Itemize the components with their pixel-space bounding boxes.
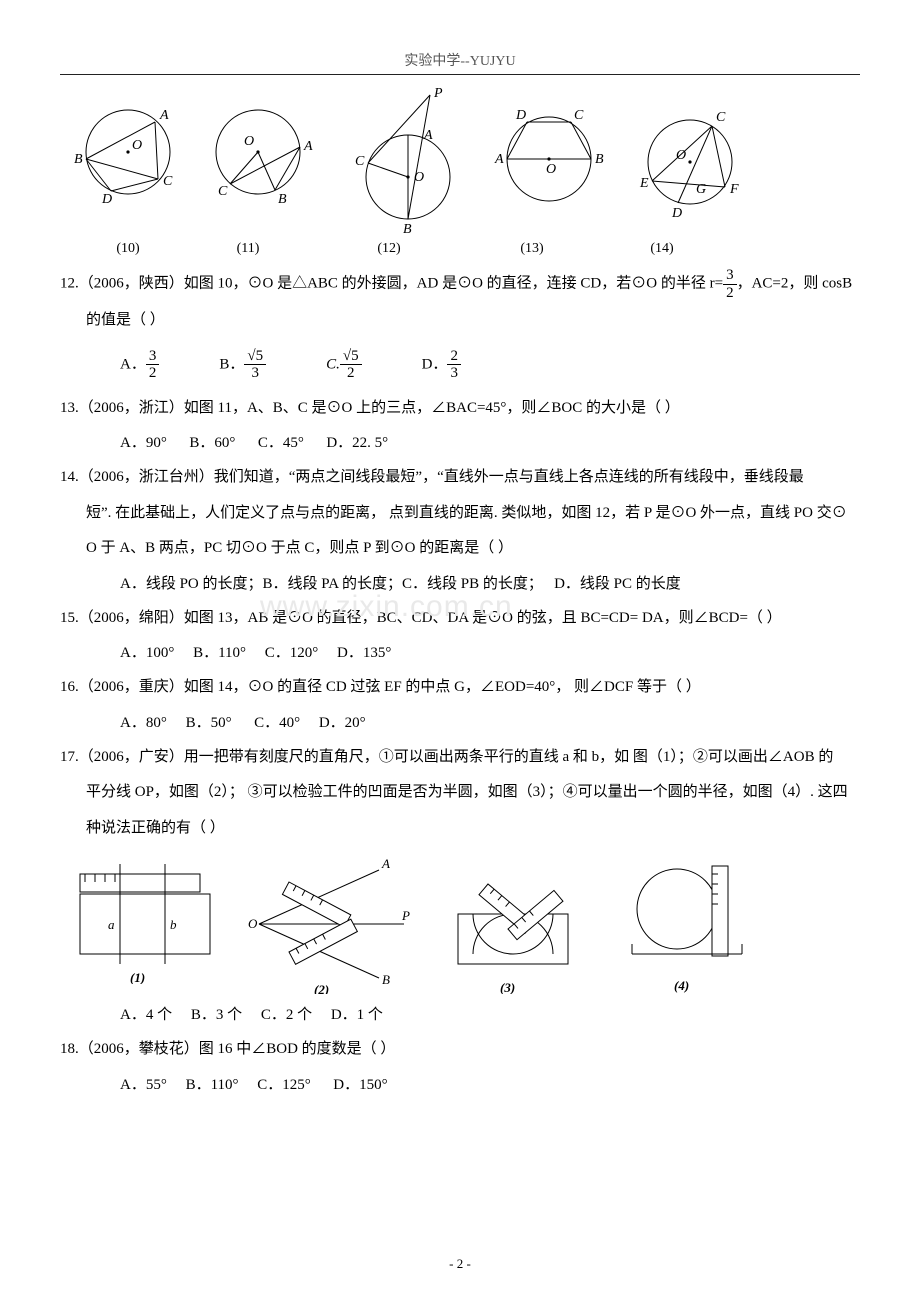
question-12: 12.（2006，陕西）如图 10，⊙O 是△ABC 的外接圆，AD 是⊙O 的… bbox=[60, 267, 860, 301]
svg-text:D: D bbox=[671, 206, 682, 221]
q12-line1: 12.（2006，陕西）如图 10，⊙O 是△ABC 的外接圆，AD 是⊙O 的… bbox=[60, 275, 723, 291]
svg-text:D: D bbox=[101, 192, 112, 207]
svg-text:E: E bbox=[639, 176, 649, 191]
svg-text:F: F bbox=[729, 182, 739, 197]
svg-text:a: a bbox=[108, 917, 115, 932]
fig-cap: (14) bbox=[602, 241, 722, 257]
svg-text:A: A bbox=[303, 139, 313, 154]
page-footer: - 2 - bbox=[60, 1256, 860, 1272]
svg-text:G: G bbox=[696, 182, 706, 197]
figure-17-3: (3) bbox=[438, 854, 588, 994]
svg-text:B: B bbox=[382, 972, 390, 987]
svg-text:O: O bbox=[414, 170, 424, 185]
figure-13: A B C D O bbox=[484, 87, 614, 207]
svg-text:(2): (2) bbox=[314, 982, 329, 994]
question-14-l3: O 于 A、B 两点，PC 切⊙O 于点 C，则点 P 到⊙O 的距离是（ ） bbox=[86, 533, 860, 565]
figure-10: A B C D O bbox=[70, 87, 186, 207]
figure-17-4: (4) bbox=[612, 854, 762, 994]
svg-text:(1): (1) bbox=[130, 970, 145, 984]
svg-text:C: C bbox=[716, 110, 726, 125]
svg-text:B: B bbox=[74, 152, 83, 167]
svg-text:O: O bbox=[248, 916, 258, 931]
svg-text:A: A bbox=[381, 856, 390, 871]
svg-text:A: A bbox=[159, 108, 169, 123]
figure-11: A B C O bbox=[202, 87, 322, 207]
question-13: 13.（2006，浙江）如图 11，A、B、C 是⊙O 上的三点，∠BAC=45… bbox=[60, 393, 860, 425]
fig-cap: (12) bbox=[316, 241, 462, 257]
svg-text:O: O bbox=[676, 148, 686, 163]
q14-options: A．线段 PO 的长度；B．线段 PA 的长度；C．线段 PB 的长度； D．线… bbox=[120, 569, 860, 599]
figure-row-2: a b (1) O A B P (2) bbox=[70, 854, 860, 994]
svg-text:C: C bbox=[163, 174, 173, 189]
figure-14: C D E F G O bbox=[630, 87, 750, 227]
svg-text:(4): (4) bbox=[674, 978, 689, 993]
page: 实验中学--YUJYU A B C D O A B bbox=[0, 0, 920, 1302]
svg-text:C: C bbox=[355, 154, 365, 169]
svg-text:B: B bbox=[595, 152, 604, 167]
question-16: 16.（2006，重庆）如图 14，⊙O 的直径 CD 过弦 EF 的中点 G，… bbox=[60, 672, 860, 704]
svg-text:B: B bbox=[278, 192, 287, 207]
figure-row-1-captions: (10) (11) (12) (13) (14) bbox=[70, 241, 860, 257]
q16-options: A．80° B．50° C．40° D．20° bbox=[120, 708, 860, 738]
svg-text:A: A bbox=[494, 152, 504, 167]
question-14-l2: 短”. 在此基础上，人们定义了点与点的距离， 点到直线的距离. 类似地，如图 1… bbox=[86, 498, 860, 530]
svg-text:B: B bbox=[403, 222, 412, 237]
svg-text:b: b bbox=[170, 917, 177, 932]
svg-text:P: P bbox=[433, 87, 443, 101]
svg-text:D: D bbox=[515, 108, 526, 123]
question-18: 18.（2006，攀枝花）图 16 中∠BOD 的度数是（ ） bbox=[60, 1034, 860, 1066]
svg-text:O: O bbox=[132, 138, 142, 153]
q17-options: A．4 个 B．3 个 C．2 个 D．1 个 bbox=[120, 1000, 860, 1030]
question-15: 15.（2006，绵阳）如图 13，AB 是⊙O 的直径，BC、CD、DA 是⊙… bbox=[60, 603, 860, 635]
question-14-l1: 14.（2006，浙江台州）我们知道，“两点之间线段最短”，“直线外一点与直线上… bbox=[60, 462, 860, 494]
fig-cap: (11) bbox=[180, 241, 316, 257]
page-header: 实验中学--YUJYU bbox=[60, 50, 860, 70]
figure-row-1: A B C D O A B C O P A bbox=[70, 87, 860, 237]
svg-text:O: O bbox=[546, 162, 556, 177]
question-17-l1: 17.（2006，广安）用一把带有刻度尺的直角尺，①可以画出两条平行的直线 a … bbox=[60, 742, 860, 774]
fig-cap: (13) bbox=[462, 241, 602, 257]
header-rule bbox=[60, 74, 860, 75]
figure-17-2: O A B P (2) bbox=[244, 854, 414, 994]
q12-options: A．32 B．√53 C.√52 D．23 bbox=[120, 341, 860, 389]
svg-text:A: A bbox=[423, 128, 433, 143]
figure-17-1: a b (1) bbox=[70, 854, 220, 984]
figure-12: P A C O B bbox=[338, 87, 468, 237]
svg-text:C: C bbox=[218, 184, 228, 199]
q12-line2: 的值是（ ） bbox=[86, 305, 860, 337]
svg-text:C: C bbox=[574, 108, 584, 123]
q18-options: A．55° B．110° C．125° D．150° bbox=[120, 1070, 860, 1100]
question-17-l3: 种说法正确的有（ ） bbox=[86, 813, 860, 845]
q13-options: A．90° B．60° C．45° D．22. 5° bbox=[120, 428, 860, 458]
svg-text:P: P bbox=[401, 908, 410, 923]
fig-cap: (10) bbox=[70, 241, 186, 257]
q15-options: A．100° B．110° C．120° D．135° bbox=[120, 638, 860, 668]
svg-text:(3): (3) bbox=[500, 980, 515, 994]
question-17-l2: 平分线 OP，如图（2）； ③可以检验工件的凹面是否为半圆，如图（3）；④可以量… bbox=[86, 777, 860, 809]
svg-text:O: O bbox=[244, 134, 254, 149]
